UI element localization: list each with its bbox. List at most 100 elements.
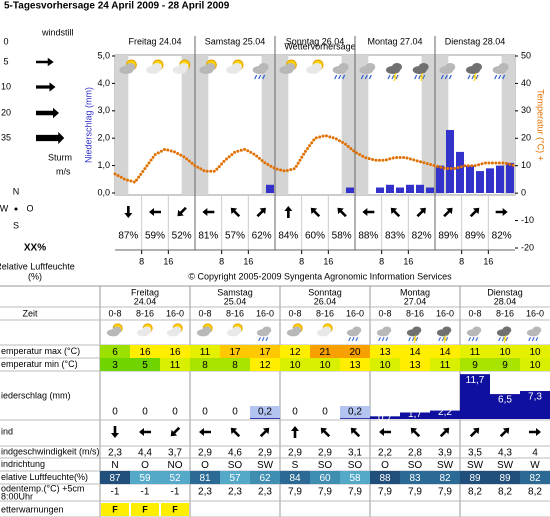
legend-arrow [36,131,65,145]
cloud [232,326,242,334]
night-band [261,55,275,195]
cloud [262,326,272,334]
wind-arrow [256,207,266,218]
cell-value: 82 [439,473,451,484]
cell-value: 2,9 [288,448,302,459]
copyright: © Copyright 2005-2009 Syngenta Agronomic… [188,271,452,281]
day-name: Samstag [217,287,253,297]
day-label: Dienstag 28.04 [445,36,506,46]
y-axis-label: Niederschlag (mm) [83,87,93,163]
cloud [472,326,482,334]
humidity-label: 88% [358,231,378,242]
y2-tick-label: 10 [521,160,531,170]
weather-icon [199,59,217,74]
cell [340,471,370,484]
cell-value: 3,5 [468,448,482,459]
precip-bar [466,165,474,193]
table-wind-arrow [230,427,241,438]
cell-value: 21 [319,347,331,358]
cell [100,358,130,371]
cloud [258,63,269,71]
precip-bar [250,418,280,419]
cell-value: 9 [472,360,478,371]
cell [340,358,370,371]
precip-value: 0 [292,407,298,418]
cell-value: 57 [229,473,241,484]
cell [100,345,130,358]
slot-label: 0-8 [288,308,301,318]
rain [342,74,346,80]
cloud [112,326,122,334]
cell-value: 52 [169,473,181,484]
weather-icon [466,326,482,342]
lightning [419,72,424,82]
rain [498,337,501,342]
precip-value: 11,7 [466,375,485,386]
row-label: etterwarnungen [1,504,64,514]
cell-value: W [530,460,540,471]
cell-value: 7,9 [378,487,392,498]
cell-value: S [292,460,299,471]
cloud [352,326,362,334]
cell [190,345,220,358]
wind-arrow [443,207,453,218]
rain [438,337,441,342]
cell-value: SW [437,460,454,471]
slot-label: 16-0 [166,308,184,318]
cloud [312,63,322,71]
table-wind-arrow [320,427,331,438]
legend-arrow [36,107,59,119]
cell-value: 60 [319,473,331,484]
cell-value: 7,9 [318,487,332,498]
x-tick-label: 16 [323,256,333,266]
night-band [181,55,195,195]
rain [441,337,445,342]
rain [351,337,355,342]
cell-value: 10 [289,360,301,371]
weather-icon [466,63,482,82]
rain [408,337,411,342]
weather-icon [256,326,272,342]
table-wind-arrow [469,427,480,438]
plot-area [114,54,516,196]
x-tick-label: 8 [299,256,304,266]
cell [460,345,490,358]
cell [220,358,250,371]
weather-icon [406,326,422,343]
cell-value: 11 [440,360,451,371]
y-tick-label: 2,0 [97,133,110,143]
cell-value: N [111,460,118,471]
weather-icon [346,326,362,342]
humidity-label: 89% [438,231,458,242]
precip-bar [476,171,484,193]
table-wind-arrow [379,428,391,436]
humidity-label: 83% [385,231,405,242]
cell [280,471,310,484]
humidity-label: 82% [412,231,432,242]
rain [505,337,509,342]
cell-value: 2,3 [258,487,272,498]
cell [400,358,430,371]
day-date: 25.04 [224,296,247,306]
cloud [412,326,422,334]
y-tick-label: 5,0 [97,50,110,60]
weather-icon [436,326,452,343]
table-wind-arrow [410,427,421,438]
cell-value: 2,8 [408,448,422,459]
cloud [172,326,182,334]
cell [430,471,460,484]
humidity-label: 52% [172,231,192,242]
precip-bar [456,151,464,193]
cell [370,471,400,484]
table-wind-arrow [529,428,541,436]
rain [444,74,448,80]
rain [445,337,449,342]
row-label: iederschlag (mm) [1,390,71,400]
page-title: 5-Tagesvorhersage 24 April 2009 - 28 Apr… [4,1,230,12]
cloud [502,326,512,334]
wind-arrow [337,207,347,218]
cell-value: 16 [139,347,151,358]
precip-bar [406,184,414,193]
table-wind-arrow [170,426,181,437]
cell-value: 82 [529,473,541,484]
